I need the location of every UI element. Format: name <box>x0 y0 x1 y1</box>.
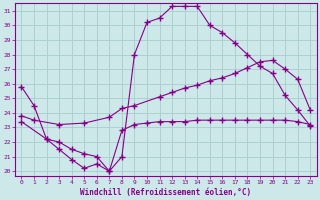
X-axis label: Windchill (Refroidissement éolien,°C): Windchill (Refroidissement éolien,°C) <box>80 188 252 197</box>
